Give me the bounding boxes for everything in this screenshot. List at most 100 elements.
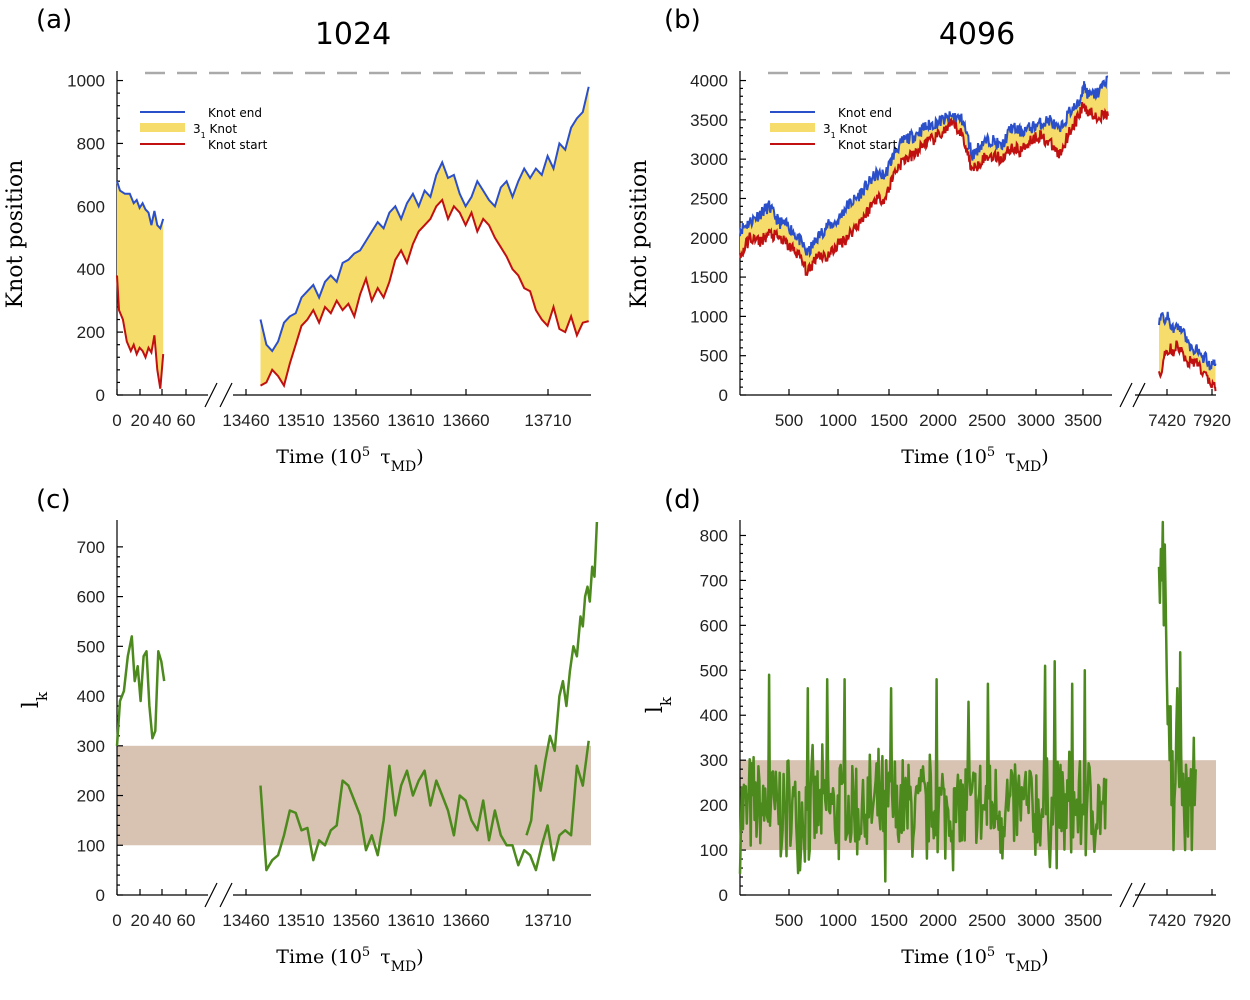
y-tick-label: 700 [700,571,728,590]
panel-label-d: (d) [664,485,701,515]
x-tick-label: 60 [177,411,196,430]
panel-label-a: (a) [36,5,72,35]
knot-start-line [260,198,589,389]
y-tick-label: 800 [700,526,728,545]
x-tick-label: 13610 [387,411,434,430]
lk-line [115,635,166,746]
x-tick-label: 13510 [277,911,324,930]
x-tick-label: 40 [153,411,172,430]
y-tick-label: 2000 [690,229,728,248]
x-tick-label: 3500 [1064,911,1102,930]
x-tick-label: 7920 [1193,911,1231,930]
x-tick-label: 2500 [968,411,1006,430]
y-tick-label: 600 [700,616,728,635]
legend-label-start: Knot start [838,138,898,152]
legend-swatch-knot [140,123,185,132]
panel-b-knot-4096: 0 500 1000 1500 2000 2500 3000 3500 4000 500 1000 1… [627,71,1231,475]
y-tick-label: 0 [96,886,105,905]
y-tick-label: 0 [719,386,728,405]
y-tick-label: 1000 [67,72,105,91]
x-tick-label: 20 [131,411,150,430]
knot-start-line [1158,340,1217,392]
axis-break-right [1132,382,1146,408]
x-axis-label-close: ) [416,946,423,968]
knot-end-line [1158,311,1217,371]
x-tick-label: 3500 [1064,411,1102,430]
x-axis-label-exp: 5 [362,945,370,960]
x-tick-label: 7420 [1148,411,1186,430]
chart-title-a: 1024 [315,17,391,52]
y-tick-label: 500 [700,347,728,366]
y-tick-label: 1000 [690,307,728,326]
x-axis-label: Time (105 τMD) [276,445,423,476]
panel-label-b: (b) [664,5,701,35]
knot-end-line [116,180,165,231]
legend-label-knot-rest: Knot [836,122,868,136]
x-axis-label-exp: 5 [362,445,370,460]
y-tick-label: 3500 [690,111,728,130]
lk-line [1157,520,1197,852]
y-tick-label: 2500 [690,189,728,208]
axis-break-right [219,882,233,908]
y-tick-label: 800 [77,134,105,153]
panel-d-lk-4096: 0 100 200 300 400 500 600 700 800 500 1000 1500 2000… [643,520,1231,975]
x-tick-label: 500 [775,911,803,930]
y-tick-label: 500 [700,661,728,680]
legend-label-knot-rest: Knot [206,122,238,136]
x-tick-label: 7420 [1148,911,1186,930]
axis-break-left [204,382,218,408]
x-tick-label: 13510 [277,411,324,430]
x-tick-label: 1000 [819,411,857,430]
legend-label-knot-sub: 1 [201,131,206,140]
x-axis-label-tau: τ [380,446,391,468]
x-axis-label: Time (105 τMD) [276,945,423,976]
y-tick-label: 4000 [690,72,728,91]
x-tick-label: 3000 [1017,411,1055,430]
x-tick-label: 1500 [870,411,908,430]
y-axis-label: Knot position [627,160,652,309]
x-axis-label-sub: MD [1016,459,1042,475]
legend-label-knot: 31 Knot [193,122,237,140]
y-tick-label: 3000 [690,150,728,169]
x-tick-label: 13660 [442,911,489,930]
panel-label-c: (c) [36,485,71,515]
x-axis-label: Time (105 τMD) [901,945,1048,976]
panel-c-lk-1024: 0 100 200 300 400 500 600 700 0 20 40 60 13460 13510 1… [19,520,599,976]
axis-break-right [1132,882,1146,908]
y-tick-label: 300 [700,751,728,770]
y-axis-label: lk [643,696,675,713]
axis-break-left [204,882,218,908]
x-tick-label: 0 [112,411,121,430]
x-tick-label: 2500 [968,911,1006,930]
knot-end-line [739,75,1109,259]
y-axis-label: lk [19,691,51,708]
legend-label-start: Knot start [208,138,268,152]
y-tick-label: 100 [700,841,728,860]
y-tick-label: 300 [77,737,105,756]
x-axis-label-exp: 5 [987,945,995,960]
x-tick-label: 13660 [442,411,489,430]
legend-label-end: Knot end [208,106,262,120]
x-axis-label-close: ) [1041,946,1048,968]
x-tick-label: 13710 [524,911,571,930]
x-tick-label: 13560 [332,911,379,930]
x-tick-label: 60 [177,911,196,930]
x-tick-label: 40 [153,911,172,930]
y-tick-label: 200 [77,787,105,806]
lk-line-rise [525,521,599,836]
chart-title-b: 4096 [939,17,1015,52]
x-tick-label: 13710 [524,411,571,430]
knot-start-line [116,275,165,389]
y-tick-label: 600 [77,197,105,216]
x-axis-label-sub: MD [391,459,417,475]
x-tick-label: 13460 [222,411,269,430]
x-axis-label-tau: τ [1005,446,1016,468]
y-tick-label: 0 [96,386,105,405]
x-axis-label-tau: τ [380,946,391,968]
x-tick-label: 13460 [222,911,269,930]
y-tick-label: 400 [700,706,728,725]
x-tick-label: 3000 [1017,911,1055,930]
axis-break-right [219,382,233,408]
y-tick-label: 400 [77,687,105,706]
